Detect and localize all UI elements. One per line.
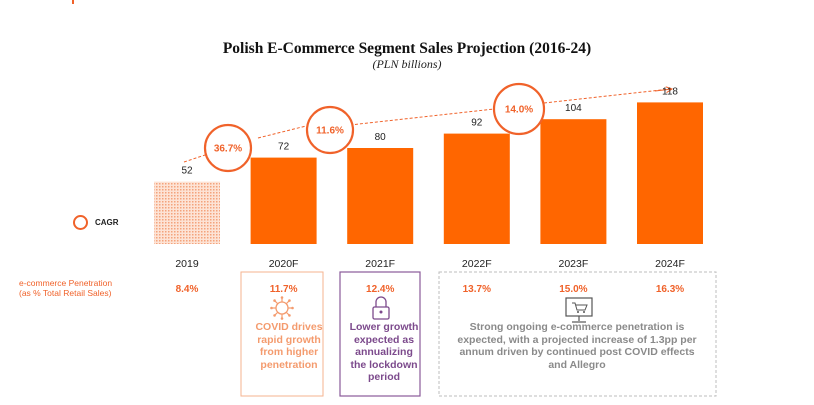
- virus-spike-tip: [273, 299, 276, 302]
- category-label: 2022F: [462, 258, 492, 270]
- lock-icon: [372, 296, 390, 320]
- virus-spike-tip: [273, 314, 276, 317]
- penetration-value: 16.3%: [656, 284, 684, 295]
- virus-spike: [285, 300, 290, 305]
- virus-spike-tip: [291, 306, 294, 310]
- penetration-value: 12.4%: [366, 284, 394, 295]
- virus-spike-tip: [280, 317, 284, 320]
- monitor-cart-icon: [565, 297, 593, 323]
- bar: [637, 102, 703, 245]
- cagr-circle: [305, 105, 355, 155]
- covid-note-line: penetration: [260, 358, 318, 371]
- strong-penetration-note: Strong ongoing e-commerce penetration is…: [452, 321, 702, 371]
- corner-mark: [72, 0, 74, 4]
- penetration-label-line2: (as % Total Retail Sales): [19, 288, 112, 298]
- bar-value-label: 92: [471, 118, 483, 129]
- trend-line: [183, 88, 671, 163]
- covid-note-line: rapid growth: [257, 333, 321, 346]
- cagr-circle: [492, 82, 546, 136]
- penetration-value: 13.7%: [463, 284, 491, 295]
- bar-value-label: 72: [278, 142, 290, 153]
- penetration-label: e-commerce Penetration (as % Total Retai…: [19, 278, 112, 298]
- penetration-value: 11.7%: [270, 284, 298, 295]
- virus-spike-tip: [288, 314, 291, 317]
- strong-note-line: and Allegro: [548, 358, 606, 371]
- bar: [443, 133, 510, 244]
- covid-note: COVID drives rapid growth from higher pe…: [248, 321, 330, 371]
- cart-wheel: [583, 311, 585, 313]
- covid-box: [240, 271, 324, 397]
- bar: [250, 157, 317, 244]
- lower-note-line: expected as: [353, 333, 415, 346]
- virus-spike-tip: [280, 296, 284, 299]
- bar-value-label: 118: [662, 86, 678, 97]
- covid-note-line: from higher: [259, 346, 319, 358]
- trend-arrow: [654, 89, 672, 91]
- lower-note-line: the lockdown: [350, 358, 418, 371]
- virus-body: [275, 301, 289, 315]
- lock-body: [372, 306, 390, 320]
- cagr-legend-label: CAGR: [95, 218, 119, 227]
- chart-title: Polish E-Commerce Segment Sales Projecti…: [222, 40, 592, 57]
- bar: [347, 148, 414, 244]
- bar: [540, 119, 607, 244]
- category-label: 2023F: [559, 258, 589, 270]
- virus-spike-tip: [270, 306, 273, 310]
- monitor-screen: [565, 297, 593, 317]
- penetration-value: 15.0%: [559, 284, 587, 295]
- bar-value-label: 52: [181, 166, 193, 177]
- category-label: 2019: [175, 258, 199, 270]
- lock-keyhole: [379, 310, 383, 314]
- penetration-label-line1: e-commerce Penetration: [19, 278, 113, 288]
- virus-icon: [270, 296, 294, 320]
- virus-spike: [274, 311, 279, 316]
- strong-box: [438, 271, 717, 397]
- cart-wheel: [577, 311, 579, 313]
- cart-basket: [572, 302, 588, 311]
- chart-subtitle: (PLN billions): [372, 57, 442, 71]
- category-label: 2021F: [365, 258, 395, 270]
- lower-note-line: Lower growth: [349, 321, 419, 333]
- cagr-label: 14.0%: [505, 105, 533, 116]
- lower-note-line: period: [367, 371, 401, 383]
- cagr-legend: CAGR: [73, 215, 119, 230]
- penetration-value: 8.4%: [176, 284, 199, 295]
- cagr-circle: [203, 123, 253, 173]
- bar: [154, 181, 220, 244]
- lock-shackle: [375, 296, 387, 307]
- virus-spike: [285, 311, 290, 316]
- strong-note-line: annum driven by continued post COVID eff…: [459, 346, 695, 358]
- lower-growth-note: Lower growth expected as annualizing the…: [343, 321, 425, 384]
- strong-note-line: expected, with a projected increase of 1…: [457, 333, 697, 346]
- cagr-legend-circle-icon: [73, 215, 88, 230]
- bar-value-label: 80: [375, 132, 387, 143]
- category-label: 2024F: [655, 258, 685, 270]
- strong-note-line: Strong ongoing e-commerce penetration is: [469, 321, 685, 333]
- cagr-label: 11.6%: [316, 126, 344, 137]
- lower-growth-box: [339, 271, 421, 397]
- virus-spike: [274, 300, 279, 305]
- bar-value-label: 104: [565, 103, 582, 114]
- covid-note-line: COVID drives: [255, 321, 323, 333]
- cagr-label: 36.7%: [214, 144, 242, 155]
- lower-note-line: annualizing: [355, 346, 413, 358]
- virus-spike-tip: [288, 299, 291, 302]
- category-label: 2020F: [269, 258, 299, 270]
